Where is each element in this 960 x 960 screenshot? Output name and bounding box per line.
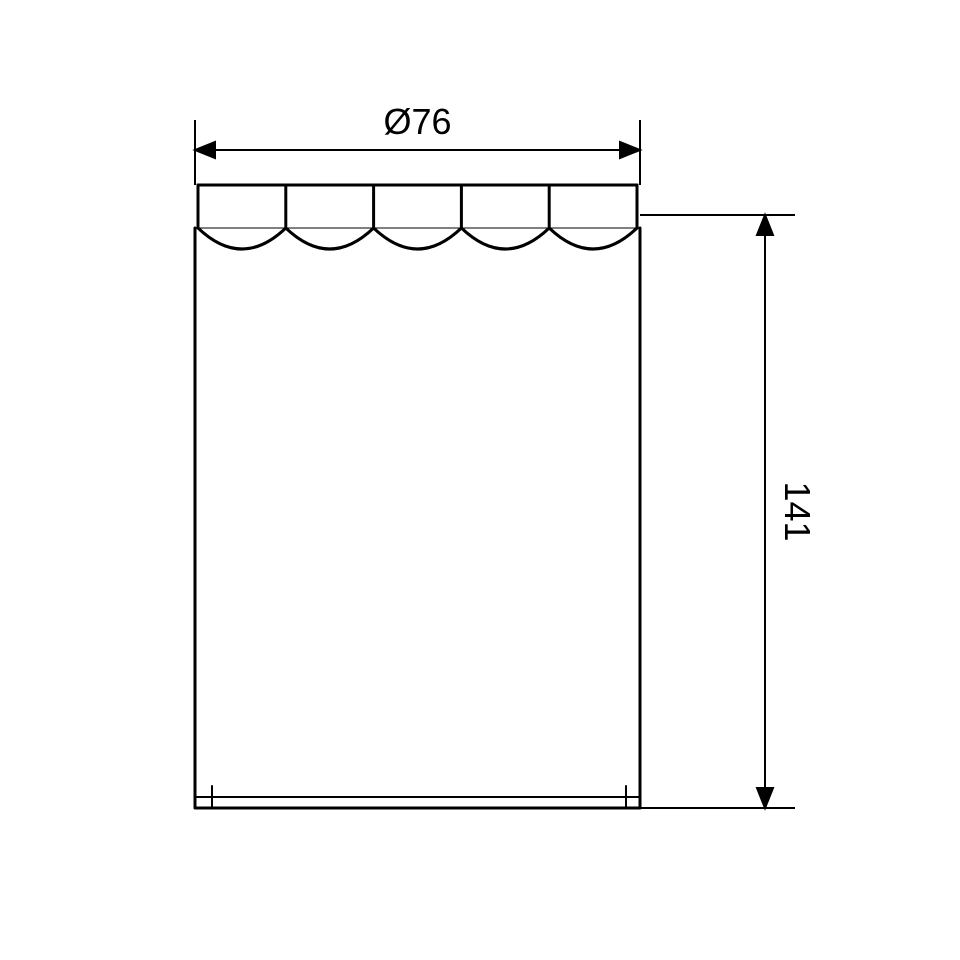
height-label: 141 xyxy=(777,481,818,541)
canvas-bg xyxy=(0,0,960,960)
technical-drawing: Ø76 141 xyxy=(0,0,960,960)
diameter-label: Ø76 xyxy=(383,101,451,142)
